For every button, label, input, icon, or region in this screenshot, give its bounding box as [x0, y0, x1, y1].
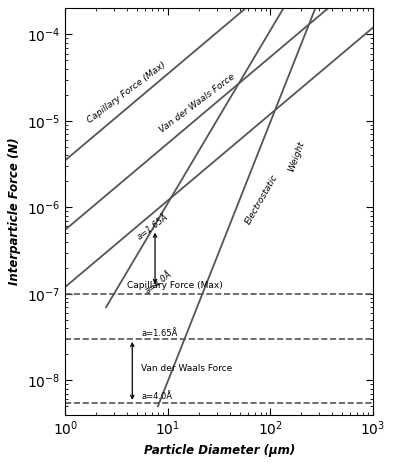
X-axis label: Particle Diameter (μm): Particle Diameter (μm): [143, 444, 295, 457]
Y-axis label: Interparticle Force (N): Interparticle Force (N): [8, 138, 21, 286]
Text: Capillary Force (Max): Capillary Force (Max): [86, 60, 168, 125]
Text: Van der Waals Force: Van der Waals Force: [158, 72, 236, 134]
Text: a=1.65Å: a=1.65Å: [141, 329, 178, 338]
Text: Van der Waals Force: Van der Waals Force: [141, 365, 232, 373]
Text: a=4.0Å: a=4.0Å: [143, 270, 174, 296]
Text: a=1.65Å: a=1.65Å: [136, 213, 171, 242]
Text: Weight: Weight: [287, 140, 306, 173]
Text: a=4.0Å: a=4.0Å: [141, 392, 172, 401]
Text: Electrostatic: Electrostatic: [243, 173, 279, 226]
Text: Capillary Force (Max): Capillary Force (Max): [127, 281, 223, 290]
